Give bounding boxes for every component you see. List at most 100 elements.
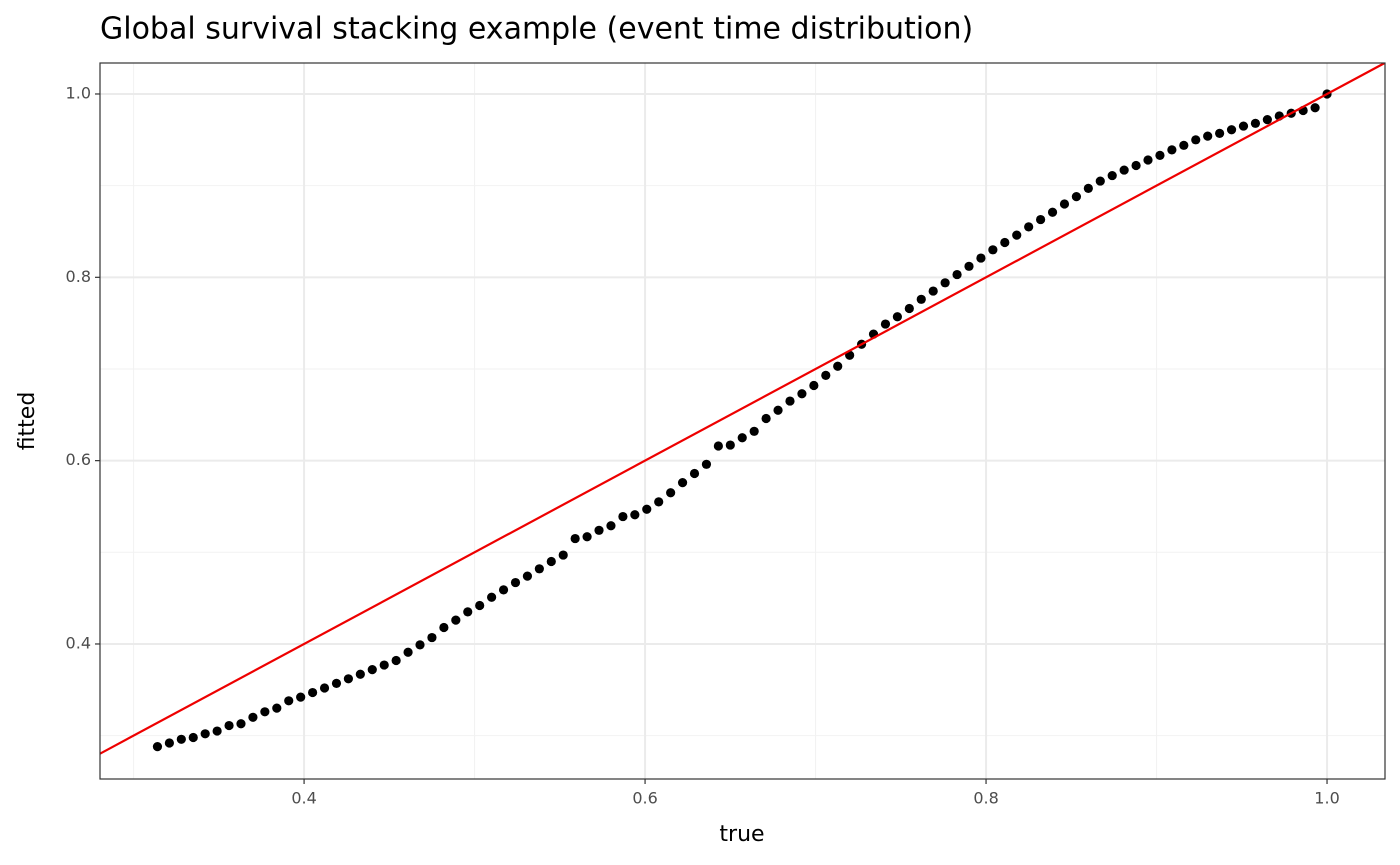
data-point bbox=[558, 550, 568, 560]
data-point bbox=[331, 678, 342, 688]
data-point bbox=[1095, 176, 1105, 186]
chart-title: Global survival stacking example (event … bbox=[100, 12, 973, 47]
data-point bbox=[248, 712, 258, 722]
data-point bbox=[1155, 150, 1165, 160]
data-point bbox=[164, 738, 174, 748]
data-point bbox=[1012, 230, 1022, 240]
x-tick-label: 0.4 bbox=[291, 789, 316, 808]
data-point bbox=[487, 592, 497, 602]
data-point bbox=[403, 647, 413, 657]
y-axis-label: fitted bbox=[15, 392, 40, 451]
y-tick-label: 0.6 bbox=[66, 450, 91, 469]
data-point bbox=[785, 396, 795, 406]
data-point bbox=[797, 389, 807, 399]
data-point bbox=[308, 687, 318, 698]
data-point bbox=[498, 585, 509, 595]
data-point bbox=[1047, 207, 1058, 217]
data-point bbox=[821, 370, 831, 380]
data-point bbox=[439, 622, 449, 633]
x-tick-label: 1.0 bbox=[1314, 789, 1339, 808]
data-point bbox=[940, 278, 950, 288]
data-point bbox=[761, 413, 771, 424]
data-point bbox=[904, 303, 914, 314]
data-point bbox=[618, 511, 628, 522]
data-point bbox=[677, 478, 688, 488]
data-point bbox=[367, 665, 377, 675]
data-point bbox=[713, 441, 723, 451]
data-point bbox=[701, 459, 712, 469]
data-point bbox=[964, 261, 974, 271]
data-point bbox=[475, 600, 485, 611]
data-point bbox=[463, 607, 473, 617]
data-point bbox=[642, 504, 652, 514]
data-point bbox=[1071, 192, 1082, 202]
grid bbox=[100, 63, 1385, 779]
data-point bbox=[379, 660, 389, 670]
data-point bbox=[1131, 160, 1141, 171]
data-point bbox=[570, 533, 580, 544]
x-tick-label: 0.6 bbox=[632, 789, 657, 808]
data-point bbox=[355, 669, 365, 679]
data-point bbox=[1107, 170, 1117, 181]
data-point bbox=[152, 742, 163, 752]
axes: 0.4 0.6 0.8 1.0 0.4 0.6 0.8 1.0 bbox=[66, 83, 1340, 807]
data-point bbox=[534, 564, 544, 574]
reference-line bbox=[100, 63, 1385, 755]
data-point bbox=[976, 253, 986, 263]
data-point bbox=[773, 405, 783, 415]
data-point bbox=[296, 692, 306, 702]
data-point bbox=[451, 615, 461, 625]
data-point bbox=[1059, 199, 1070, 209]
data-point bbox=[212, 726, 222, 736]
data-point bbox=[1083, 183, 1093, 193]
data-point bbox=[892, 312, 902, 322]
data-point bbox=[1036, 214, 1046, 225]
data-point bbox=[284, 696, 294, 706]
data-point bbox=[952, 269, 962, 280]
data-point bbox=[654, 497, 664, 507]
data-point bbox=[1167, 145, 1177, 155]
data-point bbox=[1226, 125, 1237, 135]
data-point bbox=[1000, 237, 1010, 248]
data-point bbox=[1024, 222, 1034, 232]
data-point bbox=[630, 510, 640, 520]
data-point bbox=[1215, 128, 1225, 138]
data-point bbox=[236, 719, 246, 729]
data-point bbox=[1119, 165, 1129, 175]
data-point bbox=[606, 521, 616, 531]
data-point bbox=[272, 703, 282, 713]
data-point bbox=[1310, 103, 1320, 113]
data-point bbox=[1262, 115, 1272, 125]
y-tick-label: 0.8 bbox=[66, 267, 91, 286]
data-point bbox=[928, 286, 938, 296]
data-point bbox=[1191, 135, 1201, 145]
data-point bbox=[725, 440, 735, 450]
data-point bbox=[1143, 155, 1153, 165]
data-point bbox=[1238, 121, 1249, 131]
data-point bbox=[582, 532, 592, 542]
plot-area bbox=[100, 63, 1385, 755]
data-point bbox=[594, 525, 604, 535]
data-point bbox=[1250, 118, 1261, 128]
y-tick-label: 1.0 bbox=[66, 83, 91, 102]
data-point bbox=[1179, 140, 1189, 150]
data-point bbox=[1203, 131, 1213, 141]
data-point bbox=[916, 294, 926, 304]
data-point bbox=[176, 734, 186, 744]
x-tick-label: 0.8 bbox=[973, 789, 998, 808]
x-axis-label: true bbox=[719, 822, 764, 847]
data-point bbox=[522, 571, 533, 581]
data-point bbox=[427, 632, 437, 643]
panel-border bbox=[99, 62, 1386, 780]
data-point bbox=[809, 380, 819, 391]
panel-background bbox=[100, 63, 1385, 779]
data-point bbox=[391, 655, 401, 666]
data-point bbox=[188, 732, 198, 743]
data-point bbox=[988, 245, 998, 255]
data-point bbox=[833, 361, 843, 371]
data-point bbox=[415, 640, 425, 650]
data-point bbox=[689, 468, 700, 479]
data-point bbox=[749, 426, 759, 436]
data-point bbox=[319, 683, 330, 693]
